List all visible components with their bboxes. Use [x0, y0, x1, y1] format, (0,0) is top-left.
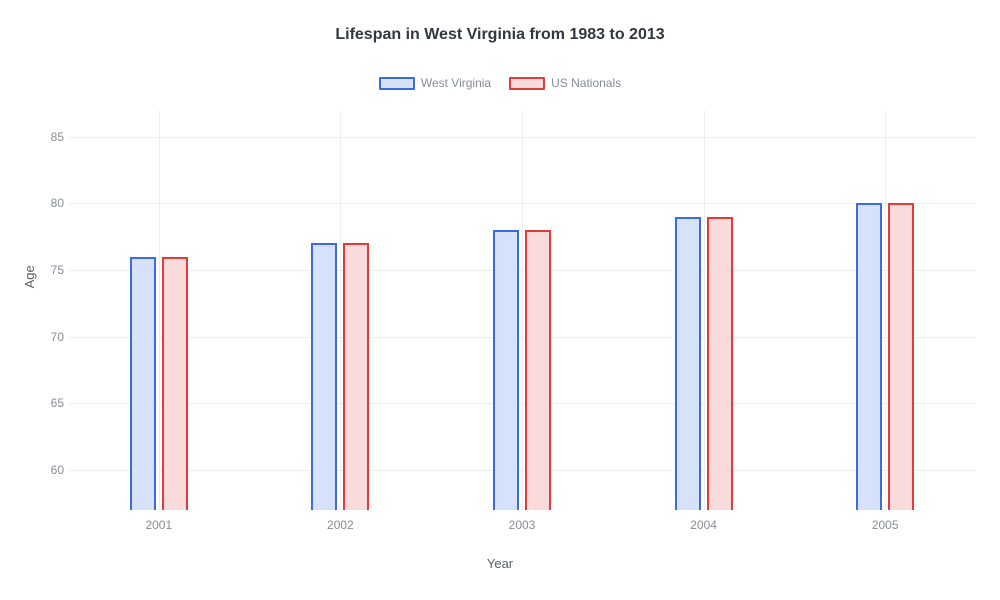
vgridline	[340, 110, 341, 510]
x-tick-label: 2005	[872, 518, 899, 532]
legend-swatch-west-virginia	[379, 77, 415, 90]
chart-title: Lifespan in West Virginia from 1983 to 2…	[0, 26, 1000, 44]
bar	[130, 257, 156, 510]
bar	[888, 203, 914, 510]
bar	[493, 230, 519, 510]
x-tick-label: 2002	[327, 518, 354, 532]
x-tick-label: 2001	[145, 518, 172, 532]
legend-item-west-virginia: West Virginia	[379, 76, 491, 90]
legend-label-west-virginia: West Virginia	[421, 76, 491, 90]
x-tick-label: 2004	[690, 518, 717, 532]
vgridline	[704, 110, 705, 510]
bar	[856, 203, 882, 510]
y-tick-label: 80	[40, 196, 64, 210]
bar	[525, 230, 551, 510]
bar	[343, 243, 369, 510]
plot-area: 60657075808520012002200320042005	[68, 110, 976, 510]
x-axis-label: Year	[0, 556, 1000, 571]
y-tick-label: 65	[40, 396, 64, 410]
vgridline	[885, 110, 886, 510]
bar	[162, 257, 188, 510]
y-axis-label: Age	[22, 265, 37, 288]
legend-swatch-us-nationals	[509, 77, 545, 90]
y-tick-label: 75	[40, 263, 64, 277]
y-tick-label: 85	[40, 130, 64, 144]
bar	[675, 217, 701, 510]
legend-label-us-nationals: US Nationals	[551, 76, 621, 90]
vgridline	[159, 110, 160, 510]
vgridline	[522, 110, 523, 510]
y-tick-label: 60	[40, 463, 64, 477]
x-tick-label: 2003	[509, 518, 536, 532]
y-tick-label: 70	[40, 330, 64, 344]
lifespan-chart: Lifespan in West Virginia from 1983 to 2…	[0, 0, 1000, 600]
legend-item-us-nationals: US Nationals	[509, 76, 621, 90]
bar	[311, 243, 337, 510]
bar	[707, 217, 733, 510]
chart-legend: West Virginia US Nationals	[0, 76, 1000, 90]
